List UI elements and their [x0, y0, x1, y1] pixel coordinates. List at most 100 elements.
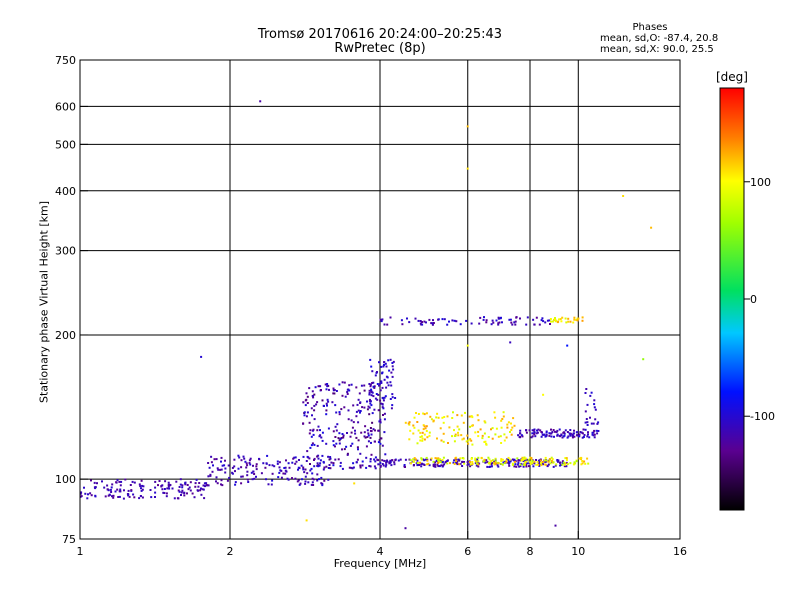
data-point [380, 365, 383, 368]
data-point [374, 440, 376, 443]
data-point [248, 459, 251, 462]
data-point [523, 462, 526, 465]
data-point [457, 431, 459, 434]
data-point [548, 319, 551, 322]
data-point [581, 462, 584, 465]
data-point [509, 318, 512, 321]
data-point [341, 448, 343, 451]
data-point [575, 319, 578, 321]
data-point [311, 477, 314, 480]
data-point [389, 358, 392, 361]
data-point [231, 466, 234, 469]
data-point [494, 462, 497, 465]
x-tick-label: 6 [464, 545, 471, 558]
data-point [572, 463, 575, 466]
data-point [497, 465, 500, 468]
data-point [527, 465, 530, 468]
data-point [474, 431, 477, 434]
data-point [356, 446, 359, 449]
data-point [416, 462, 419, 464]
data-point [114, 490, 117, 493]
data-point [422, 412, 425, 415]
data-point [535, 463, 538, 466]
data-point [459, 462, 462, 465]
data-point [246, 464, 249, 467]
data-point [294, 462, 297, 465]
data-point [493, 461, 496, 464]
data-point [311, 472, 314, 475]
data-point [195, 478, 198, 481]
data-point [140, 487, 142, 490]
data-point [486, 461, 489, 464]
data-point [593, 436, 596, 439]
data-point [119, 488, 122, 491]
data-point [366, 429, 369, 432]
data-point [432, 460, 435, 463]
data-point [352, 462, 355, 465]
data-point [485, 459, 488, 462]
data-point [177, 489, 180, 492]
data-point [221, 484, 224, 487]
data-point [428, 434, 431, 437]
data-point [171, 487, 174, 490]
data-point [476, 458, 479, 461]
data-point [383, 323, 386, 326]
data-point [206, 484, 209, 487]
data-point [366, 400, 368, 403]
data-point [453, 319, 456, 322]
data-point [502, 411, 505, 414]
data-point [391, 396, 394, 399]
data-point [208, 466, 211, 469]
data-point [551, 431, 554, 433]
data-point [383, 431, 386, 434]
data-point [292, 457, 295, 460]
data-point [215, 458, 218, 461]
data-point [211, 470, 214, 473]
data-point [493, 411, 496, 414]
data-point [141, 484, 144, 487]
data-point [456, 414, 459, 417]
data-point [285, 459, 287, 462]
data-point [443, 416, 446, 418]
data-point [389, 398, 392, 400]
data-point [506, 426, 509, 429]
data-point [462, 421, 465, 424]
data-point [350, 466, 353, 469]
data-point [566, 344, 569, 347]
data-point [332, 440, 335, 443]
data-point [368, 406, 371, 409]
data-point [508, 459, 511, 462]
data-point [550, 435, 553, 438]
data-point [376, 383, 379, 385]
data-point [303, 414, 306, 417]
data-point [497, 462, 500, 465]
data-point [488, 461, 491, 464]
data-point [316, 401, 319, 404]
data-point [369, 402, 372, 405]
data-point [420, 435, 423, 438]
data-point [453, 440, 456, 443]
data-point [329, 467, 332, 470]
data-point [581, 316, 584, 319]
data-point [506, 423, 509, 426]
data-point [116, 488, 119, 491]
data-point [233, 458, 236, 461]
data-point [490, 428, 492, 431]
data-point [412, 432, 415, 435]
data-point [584, 410, 587, 413]
data-point [198, 482, 201, 484]
data-point [503, 433, 506, 436]
data-point [333, 392, 336, 395]
data-point [94, 494, 97, 497]
data-point [305, 415, 308, 418]
data-point [491, 462, 494, 465]
data-point [591, 431, 594, 434]
data-point [161, 488, 164, 491]
data-point [413, 457, 416, 460]
data-point [357, 439, 360, 442]
data-point [371, 382, 374, 384]
data-point [485, 442, 488, 445]
data-point [497, 322, 500, 325]
data-point [178, 490, 181, 493]
data-point [297, 479, 300, 482]
